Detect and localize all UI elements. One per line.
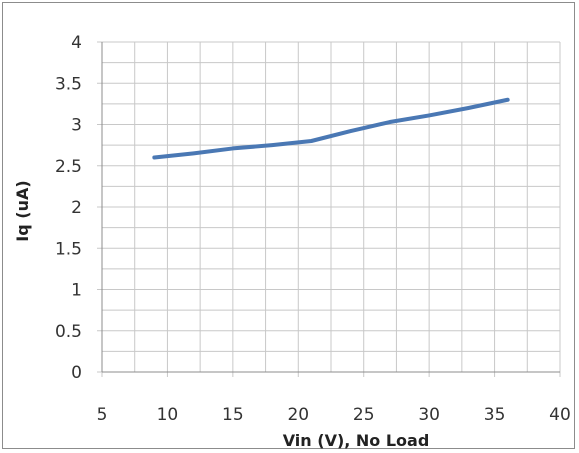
x-tick-label: 35 <box>484 405 506 425</box>
y-tick-label: 2 <box>71 198 82 218</box>
chart-frame <box>2 2 575 449</box>
series-line <box>152 97 510 160</box>
x-axis-title: Vin (V), No Load <box>283 431 430 450</box>
y-tick-label: 4 <box>71 33 82 53</box>
axes <box>101 42 560 373</box>
tick-labels: 5 10 15 20 25 30 35 40 0 0.5 1 1.5 2 2.5 3 3.5 4 <box>55 33 571 425</box>
y-tick-label: 3.5 <box>55 74 82 94</box>
x-tick-label: 15 <box>222 405 244 425</box>
y-tick-label: 1.5 <box>55 239 82 259</box>
y-axis-title: Iq (uA) <box>13 180 32 241</box>
minor-gridlines <box>102 42 560 372</box>
x-tick-label: 25 <box>353 405 375 425</box>
x-tick-label: 5 <box>97 405 108 425</box>
series-layer <box>152 97 510 160</box>
y-tick-label: 1 <box>71 281 82 301</box>
x-tick-label: 20 <box>287 405 309 425</box>
major-gridlines <box>97 41 561 377</box>
y-tick-label: 0 <box>71 363 82 383</box>
y-tick-label: 3 <box>71 116 82 136</box>
x-tick-label: 10 <box>157 405 179 425</box>
y-tick-label: 0.5 <box>55 322 82 342</box>
x-tick-label: 30 <box>418 405 440 425</box>
x-tick-label: 40 <box>549 405 571 425</box>
y-tick-label: 2.5 <box>55 157 82 177</box>
